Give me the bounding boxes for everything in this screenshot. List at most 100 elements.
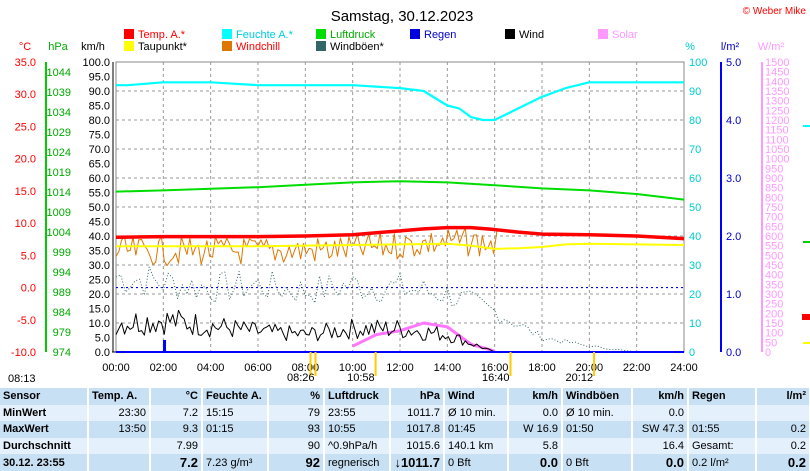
chart-series xyxy=(115,81,685,353)
edge-temp xyxy=(802,314,810,320)
legend-label: Taupunkt* xyxy=(138,41,188,53)
table-cell: Regen xyxy=(688,388,757,405)
x-tick-label: 18:00 xyxy=(528,362,556,374)
table-cell: SW 47.3 xyxy=(632,421,689,438)
copyright-text: © Weber Mike xyxy=(743,6,807,17)
table-cell: 92 xyxy=(268,454,325,471)
axis-unit-label: l/m² xyxy=(721,41,740,53)
solar-tick-label: 800 xyxy=(765,192,783,204)
percent-tick-label: 30 xyxy=(689,260,701,272)
hpa-tick-label: 974 xyxy=(53,347,71,359)
series-temp-a-line xyxy=(115,225,685,241)
legend-label: Windböen* xyxy=(330,41,385,53)
percent-tick-label: 80 xyxy=(689,115,701,127)
solar-tick-label: 0 xyxy=(765,347,771,359)
table-cell: Sensor xyxy=(0,388,89,405)
solar-tick-label: 700 xyxy=(765,212,783,224)
percent-tick-label: 60 xyxy=(689,173,701,185)
legend-label: Luftdruck xyxy=(330,29,376,41)
chart-axes: 35.0 30.0 25.0 20.0 15.0 10.0 5.0 0.0 -5.0 -10.0 1… xyxy=(11,57,790,374)
table-cell: hPa xyxy=(390,388,445,405)
table-cell: Durchschnitt xyxy=(0,437,89,455)
axis-unit-label: °C xyxy=(19,41,31,53)
table-cell: ^0.9hPa/h xyxy=(324,437,391,455)
table-cell: 01:50 xyxy=(562,421,633,438)
x-tick-label: 12:00 xyxy=(386,362,414,374)
table-cell: 7.23 g/m³ xyxy=(202,454,269,471)
table-cell: 01:45 xyxy=(444,421,509,438)
kmh-tick-label: 55.0 xyxy=(89,188,110,200)
table-cell xyxy=(88,437,151,455)
kmh-tick-label: 85.0 xyxy=(89,101,110,113)
solar-tick-label: 350 xyxy=(765,279,783,291)
table-cell: 0.0 xyxy=(632,454,689,471)
table-cell: 9.3 xyxy=(150,421,203,438)
kmh-tick-label: 100.0 xyxy=(82,57,110,69)
kmh-tick-label: 90.0 xyxy=(89,86,110,98)
table-cell: °C xyxy=(150,388,203,405)
legend-swatch xyxy=(505,29,515,39)
celsius-tick-label: 25.0 xyxy=(15,121,36,133)
table-cell: Feuchte A. xyxy=(202,388,269,405)
celsius-tick-label: 15.0 xyxy=(15,186,36,198)
table-cell: 7.2 xyxy=(150,404,203,422)
solar-tick-label: 1200 xyxy=(765,115,789,127)
hpa-tick-label: 1029 xyxy=(47,127,71,139)
legend-swatch xyxy=(316,29,326,39)
rain-bar xyxy=(163,340,167,352)
table-cell: 79 xyxy=(268,404,325,422)
legend-swatch xyxy=(598,29,608,39)
rain-tick-label: 4.0 xyxy=(726,115,741,127)
solar-tick-label: 400 xyxy=(765,270,783,282)
solar-tick-label: 1450 xyxy=(765,67,789,79)
table-cell: 1011.7 xyxy=(390,404,445,422)
table-cell: 01:55 xyxy=(688,421,757,438)
table-cell: MinWert xyxy=(0,404,89,422)
sun-mark-label: 20:12 xyxy=(566,372,594,384)
solar-tick-label: 250 xyxy=(765,299,783,311)
table-cell xyxy=(756,404,810,422)
sun-mark-label: 16:40 xyxy=(482,372,510,384)
rain-tick-label: 2.0 xyxy=(726,231,741,243)
x-tick-label: 08:00 xyxy=(292,362,320,374)
solar-tick-label: 850 xyxy=(765,183,783,195)
percent-tick-label: 20 xyxy=(689,289,701,301)
solar-tick-label: 550 xyxy=(765,241,783,253)
table-cell: W 16.9 xyxy=(508,421,563,438)
kmh-tick-label: 95.0 xyxy=(89,72,110,84)
x-tick-label: 10:00 xyxy=(339,362,367,374)
solar-tick-label: 900 xyxy=(765,173,783,185)
x-tick-label: 04:00 xyxy=(197,362,225,374)
table-cell: 1017.8 xyxy=(390,421,445,438)
solar-tick-label: 50 xyxy=(765,337,777,349)
kmh-tick-label: 0.0 xyxy=(95,347,110,359)
solar-tick-label: 1050 xyxy=(765,144,789,156)
solar-tick-label: 950 xyxy=(765,163,783,175)
celsius-tick-label: 5.0 xyxy=(21,250,36,262)
percent-tick-label: 70 xyxy=(689,144,701,156)
table-cell xyxy=(688,404,757,422)
statistics-table: Sensor Temp. A. °C Feuchte A.% Luftdruck hPa W… xyxy=(0,388,810,471)
sun-mark-label: 10:58 xyxy=(347,372,375,384)
hpa-tick-label: 1019 xyxy=(47,167,71,179)
table-cell: Wind xyxy=(444,388,509,405)
hpa-tick-label: 1009 xyxy=(47,207,71,219)
solar-tick-label: 1350 xyxy=(765,86,789,98)
legend-swatch xyxy=(124,29,134,39)
table-cell: 0.0 xyxy=(632,404,689,422)
table-header-row: Sensor Temp. A. °C Feuchte A.% Luftdruck hPa W… xyxy=(0,388,810,405)
celsius-tick-label: -10.0 xyxy=(11,347,36,359)
rain-tick-label: 1.0 xyxy=(726,289,741,301)
x-tick-label: 16:00 xyxy=(481,362,509,374)
table-cell: 0 Bft xyxy=(444,454,509,471)
legend-label: Regen xyxy=(424,29,456,41)
solar-tick-label: 1150 xyxy=(765,125,789,137)
kmh-tick-label: 40.0 xyxy=(89,231,110,243)
solar-tick-label: 150 xyxy=(765,318,783,330)
celsius-tick-label: 20.0 xyxy=(15,154,36,166)
solar-tick-label: 600 xyxy=(765,231,783,243)
table-cell: 0.2 xyxy=(756,421,810,438)
table-cell: km/h xyxy=(632,388,689,405)
legend-label: Feuchte A.* xyxy=(236,29,294,41)
percent-tick-label: 0 xyxy=(689,347,695,359)
